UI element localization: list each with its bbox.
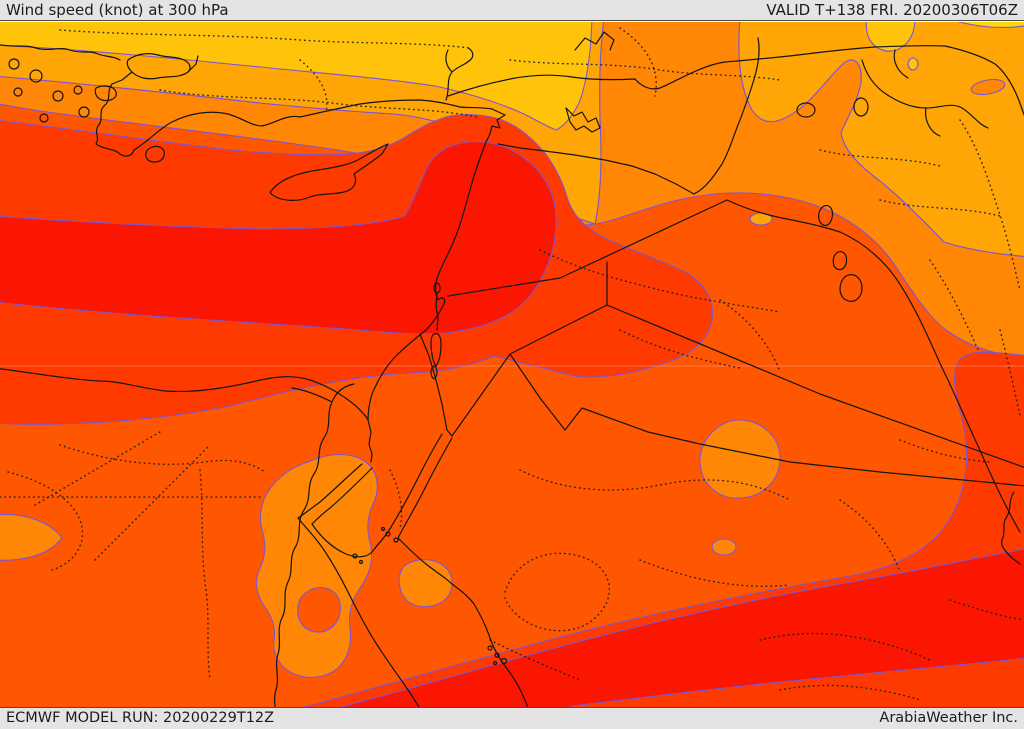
bosphorus (187, 55, 199, 73)
patch-L4-nejd (699, 419, 781, 499)
provider-credit: ArabiaWeather Inc. (879, 710, 1018, 727)
iraq-saudi-border (606, 304, 1024, 468)
turkey-syria-border (497, 143, 695, 195)
band-L2-armenia-patch (865, 22, 916, 52)
gulf-of-suez-west (297, 463, 363, 519)
turkey-iran-border (693, 37, 760, 195)
island-lesbos (94, 85, 117, 102)
red-sea-island (494, 652, 500, 658)
band-L7-jet-core (0, 141, 557, 335)
red-sea-island (380, 526, 386, 532)
header-bar: Wind speed (knot) at 300 hPa VALID T+138… (0, 0, 1024, 21)
red-sea-island (487, 645, 493, 651)
island (13, 87, 23, 97)
band-L3-northeast (738, 22, 1024, 257)
band-L4-pill (970, 78, 1006, 96)
red-sea-island (352, 553, 358, 559)
keban-lakes (565, 107, 601, 133)
red-sea-island (358, 559, 364, 565)
band-L2-dot (907, 57, 919, 71)
island (73, 85, 83, 95)
gulf-of-suez-east (311, 467, 373, 525)
syria-iraq-border (447, 199, 728, 297)
aegean-coast (95, 83, 135, 157)
iran-iraq-border (726, 199, 1021, 533)
red-sea-island (385, 531, 391, 537)
lake-tharthar (818, 205, 834, 227)
map-title: Wind speed (knot) at 300 hPa (6, 0, 229, 19)
sinop-capes (445, 47, 474, 101)
egypt-israel-border (419, 333, 453, 437)
patch-L4-gulf-of-suez (255, 453, 378, 678)
lake-urmia (853, 97, 869, 117)
persian-gulf-tip (1001, 491, 1021, 565)
island-rhodes (145, 145, 165, 163)
admin-boundaries-dotted (0, 27, 1024, 701)
caucasus-detail2 (893, 49, 909, 79)
patch-L4-southwest-corner (0, 513, 63, 561)
lake-van (796, 102, 816, 118)
thrace-coast (0, 44, 121, 61)
lake-habbaniyah (832, 251, 848, 271)
island (39, 113, 49, 123)
band-L7-jet-south-core (339, 548, 1024, 707)
contour-bands (0, 22, 1024, 707)
caucasus-detail (925, 107, 941, 137)
nile-delta-west (291, 387, 333, 403)
nile-river (273, 401, 333, 707)
cyprus (269, 143, 389, 201)
patch-L5-hole (297, 587, 341, 633)
island (52, 90, 64, 102)
gulf-of-aqaba-east (397, 437, 453, 539)
black-sea-coastline (447, 44, 1024, 117)
red-sea-island (393, 537, 399, 543)
coastlines-and-borders (0, 31, 1024, 707)
band-L1-sliver (957, 22, 1024, 29)
red-sea-island (500, 657, 508, 665)
patch-L4-small (711, 538, 737, 556)
jordan-saudi-border (451, 353, 1024, 487)
lake-razazza (839, 274, 863, 302)
dead-sea (430, 332, 442, 380)
footer-bar: ECMWF MODEL RUN: 20200229T12Z ArabiaWeat… (0, 707, 1024, 729)
suez-canal (367, 419, 373, 463)
egypt-coast (0, 368, 369, 421)
red-sea-island (492, 660, 498, 666)
valid-time-label: VALID T+138 FRI. 20200306T06Z (766, 0, 1018, 19)
arabia-red-sea-coast (397, 537, 529, 707)
model-run-label: ECMWF MODEL RUN: 20200229T12Z (6, 710, 275, 727)
anatolia-south-coast (133, 99, 506, 421)
kizilirmak-capes (574, 31, 615, 51)
nile-delta-east (331, 383, 355, 403)
africa-red-sea-coast (297, 517, 420, 707)
island (8, 58, 20, 70)
jordan-river (435, 292, 439, 331)
patch-L4-hejaz (398, 559, 453, 608)
band-L2-yellow (0, 22, 593, 131)
sinai-south (311, 433, 443, 558)
dardanelles (111, 71, 133, 85)
island-chios (78, 106, 90, 118)
island (29, 69, 43, 83)
